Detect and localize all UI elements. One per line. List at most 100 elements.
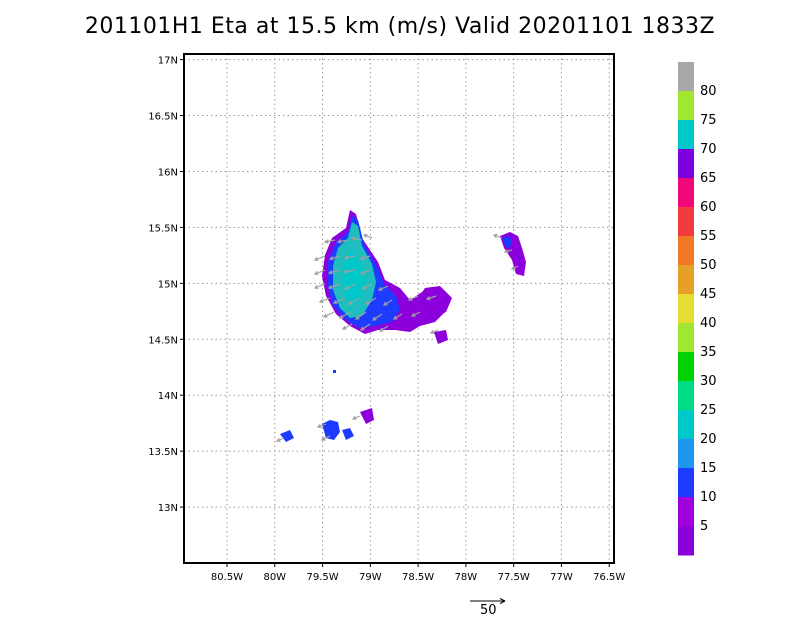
wind-vector [350,236,363,241]
wind-field-sw-patch [280,430,294,442]
wind-vector [343,283,357,290]
colorbar-segment [678,178,694,208]
lat-tick-label: 17N [158,56,178,67]
colorbar-segment [678,236,694,266]
colorbar-label: 10 [700,490,717,505]
colorbar-segment [678,149,694,179]
colorbar: 80 75 70 65 60 55 50 45 40 35 30 25 20 15 10 5 [678,62,717,556]
lon-tick-label: 80.5W [211,572,243,583]
wind-vector [360,283,373,290]
wind-vector [503,249,513,254]
lon-tick-label: 78W [455,572,478,583]
wind-vector [382,299,393,306]
colorbar-segment [678,265,694,295]
wind-field-se-patch [434,330,448,344]
wind-vector [425,295,437,301]
lat-tick-label: 14N [158,391,178,402]
wind-field-south-cluster [322,420,340,440]
wind-vector [377,285,389,291]
wind-vector [327,269,341,275]
wind-vector [362,233,373,239]
colorbar-segment [678,381,694,411]
wind-vector [313,255,326,262]
wind-vector [322,311,335,318]
wind-vector [336,239,349,244]
colorbar-segment [678,62,694,92]
colorbar-segment [678,294,694,324]
lon-tick-label: 79W [359,572,382,583]
lat-tick-label: 15N [158,279,178,290]
colorbar-label: 15 [700,461,717,476]
wind-vector [359,255,371,261]
wind-vector [347,297,361,305]
lat-tick-label: 16.5N [148,112,178,123]
wind-vector [327,283,341,290]
wind-vector [371,313,383,321]
plot-area [183,53,615,564]
longitude-axis: 80.5W 80W 79.5W 79W 78.5W 78W 77.5W 77W 76.5W [211,563,625,583]
wind-vector [407,295,419,301]
colorbar-label: 40 [700,316,717,331]
colorbar-segment [678,323,694,353]
colorbar-label: 20 [700,432,717,447]
colorbar-label: 25 [700,403,717,418]
colorbar-segment [678,207,694,237]
colorbar-label: 80 [700,84,717,99]
wind-vector [313,269,326,276]
wind-field-east-core [502,236,512,248]
wind-vector [351,415,361,420]
wind-vector [275,437,285,442]
lon-tick-label: 79.5W [306,572,338,583]
wind-vector [332,297,346,304]
lon-tick-label: 76.5W [593,572,625,583]
lat-tick-label: 14.5N [148,335,178,346]
wind-vector [378,325,389,332]
lat-tick-label: 16N [158,167,178,178]
colorbar-segment [678,120,694,150]
wind-vector [510,265,519,270]
colorbar-segment [678,468,694,498]
wind-vector [392,313,403,320]
wind-vector [338,311,351,319]
lon-tick-label: 78.5W [402,572,434,583]
colorbar-segment [678,91,694,121]
vector-key-arrowhead [499,598,506,604]
wind-vector [328,255,341,261]
wind-vector [364,297,377,305]
colorbar-label: 70 [700,142,717,157]
colorbar-label: 30 [700,374,717,389]
colorbar-label: 75 [700,113,717,128]
colorbar-label: 55 [700,229,717,244]
wind-vector [410,311,421,317]
wind-field-south-patch [342,428,354,440]
colorbar-label: 5 [700,519,708,534]
lat-tick-label: 13N [158,503,178,514]
map-title: 201101H1 Eta at 15.5 km (m/s) Valid 2020… [84,14,716,39]
colorbar-label: 35 [700,345,717,360]
lon-tick-label: 77W [550,572,573,583]
wind-vector [343,255,356,260]
colorbar-segment [678,352,694,382]
wind-vector [359,323,371,331]
lat-tick-label: 15.5N [148,223,178,234]
colorbar-segment [678,526,694,556]
wind-field-se-lobe [414,286,452,318]
colorbar-label: 60 [700,200,717,215]
wind-vector [341,323,353,330]
wind-vector [318,297,331,304]
colorbar-segment [678,497,694,527]
lat-tick-label: 13.5N [148,447,178,458]
wind-vector [316,423,327,429]
wind-vector [429,329,439,334]
colorbar-label: 65 [700,171,717,186]
colorbar-label: 50 [700,258,717,273]
vector-reference-key: 50 [470,598,506,618]
lon-tick-label: 77.5W [498,572,530,583]
plot-frame [183,53,615,564]
wind-field-south-violet [360,408,374,424]
colorbar-segment [678,410,694,440]
wind-vector [354,311,367,320]
colorbar-label: 45 [700,287,717,302]
wind-vector [359,269,371,275]
